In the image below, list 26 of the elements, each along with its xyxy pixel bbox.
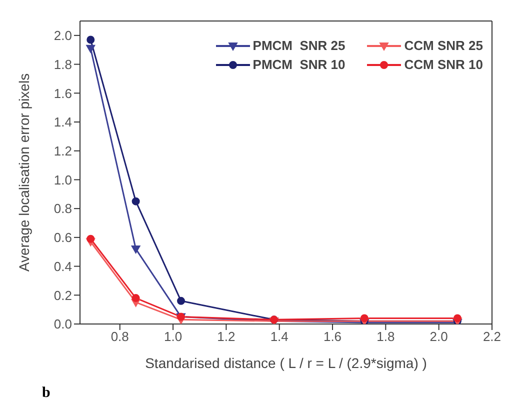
y-tick-label: 1.6 <box>54 86 72 101</box>
legend-label: CCM SNR 25 <box>404 38 483 53</box>
y-tick-label: 0.2 <box>54 288 72 303</box>
y-tick-label: 0.0 <box>54 316 72 332</box>
y-tick-label: 1.2 <box>54 143 72 158</box>
x-tick-label: 1.6 <box>323 329 342 344</box>
text: b <box>42 385 50 402</box>
x-tick-label: 2.0 <box>430 329 448 344</box>
y-tick-label: 1.8 <box>54 56 72 72</box>
y-tick-label: 0.4 <box>54 258 72 274</box>
x-axis-title: Standarised distance ( L / r = L / (2.9*sigma) ) <box>145 355 427 371</box>
x-tick-label: 2.2 <box>482 329 502 344</box>
x-tick-label: 1.4 <box>270 329 288 344</box>
y-tick-label: 0.8 <box>54 201 72 216</box>
x-tick-label: 1.0 <box>164 329 182 344</box>
y-tick-label: 1.4 <box>54 114 72 130</box>
y-tick-label: 1.0 <box>54 172 72 188</box>
legend-label: CCM SNR 10 <box>404 57 483 72</box>
legend-label: PMCM SNR 10 <box>252 57 346 72</box>
y-tick-label: 2.0 <box>54 28 72 44</box>
y-tick-label: 0.6 <box>54 230 72 246</box>
legend-label: PMCM SNR 25 <box>252 38 346 53</box>
x-tick-label: 1.8 <box>376 329 395 344</box>
y-axis-title: Average localisation error pixels <box>16 73 32 272</box>
x-tick-label: 0.8 <box>110 329 129 344</box>
x-tick-label: 1.2 <box>217 329 236 344</box>
